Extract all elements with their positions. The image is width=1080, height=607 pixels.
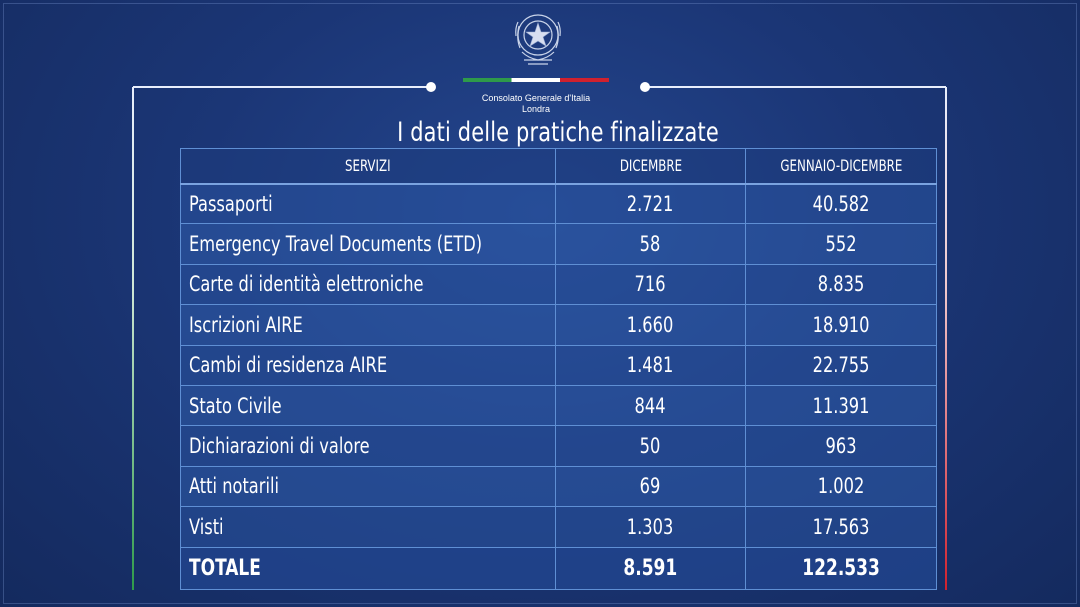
dicembre-cell: 69 (555, 465, 746, 508)
dicembre-cell: 2.721 (555, 182, 746, 225)
dicembre-cell: 58 (555, 223, 746, 265)
gennaio-dicembre-cell: 11.391 (745, 384, 937, 427)
column-header-servizi: SERVIZI (180, 148, 556, 185)
table-row: Emergency Travel Documents (ETD) 58 552 (180, 223, 937, 265)
gennaio-dicembre-cell: 552 (745, 223, 937, 265)
table-row: Atti notarili 69 1.002 (180, 465, 937, 508)
header-rule-left (133, 86, 431, 88)
gennaio-dicembre-cell: 17.563 (745, 506, 937, 548)
total-label-cell: TOTALE (180, 546, 556, 590)
header-rule-right (645, 86, 946, 88)
service-cell: Emergency Travel Documents (ETD) (180, 223, 556, 265)
consulate-name: Consolato Generale d'Italia Londra (430, 93, 642, 115)
table-row: Visti 1.303 17.563 (180, 506, 937, 548)
table-row: Iscrizioni AIRE 1.660 18.910 (180, 304, 937, 346)
header-dot-left (426, 82, 436, 92)
dicembre-cell: 1.481 (555, 344, 746, 386)
italian-flag-bar (463, 78, 609, 82)
consulate-line-2: Londra (521, 104, 551, 114)
services-table: SERVIZI DICEMBRE GENNAIO-DICEMBRE Passap… (180, 148, 937, 590)
table-header-row: SERVIZI DICEMBRE GENNAIO-DICEMBRE (180, 148, 937, 185)
side-rule-right (945, 87, 947, 590)
dicembre-cell: 844 (555, 384, 746, 427)
service-cell: Dichiarazioni di valore (180, 425, 556, 467)
emblem-of-italy-icon (515, 14, 561, 65)
dicembre-cell: 50 (555, 425, 746, 467)
table-row: Carte di identità elettroniche 716 8.835 (180, 263, 937, 306)
side-rule-left (132, 87, 134, 590)
gennaio-dicembre-cell: 963 (745, 425, 937, 467)
service-cell: Visti (180, 506, 556, 548)
service-cell: Passaporti (180, 182, 556, 225)
gennaio-dicembre-cell: 1.002 (745, 465, 937, 508)
gennaio-dicembre-cell: 40.582 (745, 182, 937, 225)
column-header-gennaio-dicembre: GENNAIO-DICEMBRE (745, 148, 937, 185)
dicembre-cell: 1.303 (555, 506, 746, 548)
gennaio-dicembre-cell: 8.835 (745, 263, 937, 306)
service-cell: Carte di identità elettroniche (180, 263, 556, 306)
table-total-row: TOTALE 8.591 122.533 (180, 546, 937, 590)
total-dicembre-cell: 8.591 (555, 546, 746, 590)
dicembre-cell: 716 (555, 263, 746, 306)
gennaio-dicembre-cell: 22.755 (745, 344, 937, 386)
slide-frame (3, 3, 1077, 604)
table-row: Dichiarazioni di valore 50 963 (180, 425, 937, 467)
column-header-dicembre: DICEMBRE (555, 148, 746, 185)
service-cell: Atti notarili (180, 465, 556, 508)
table-row: Cambi di residenza AIRE 1.481 22.755 (180, 344, 937, 386)
total-gennaio-dicembre-cell: 122.533 (745, 546, 937, 590)
consulate-line-1: Consolato Generale d'Italia (481, 93, 591, 103)
table-row: Stato Civile 844 11.391 (180, 384, 937, 427)
dicembre-cell: 1.660 (555, 304, 746, 346)
header-dot-right (640, 82, 650, 92)
page-title: I dati delle pratiche finalizzate (397, 117, 719, 148)
service-cell: Cambi di residenza AIRE (180, 344, 556, 386)
gennaio-dicembre-cell: 18.910 (745, 304, 937, 346)
table-row: Passaporti 2.721 40.582 (180, 182, 937, 225)
service-cell: Iscrizioni AIRE (180, 304, 556, 346)
service-cell: Stato Civile (180, 384, 556, 427)
